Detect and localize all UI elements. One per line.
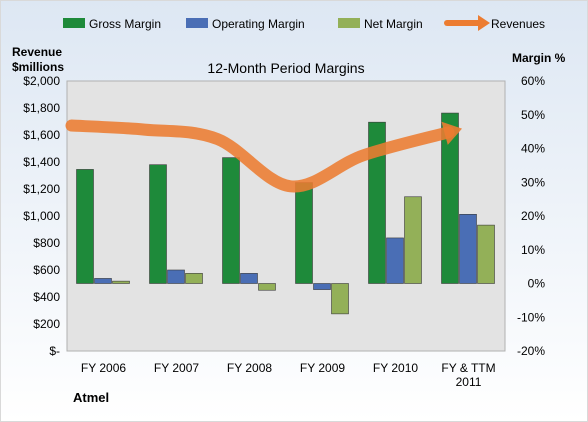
revenue-series — [65, 119, 463, 193]
category-label: FY & TTM — [441, 361, 495, 375]
plot-area — [66, 80, 506, 352]
net-margin-bar — [477, 224, 495, 284]
chart-title: 12-Month Period Margins — [207, 60, 364, 76]
operating-margin-bar — [167, 269, 185, 284]
company-name: Atmel — [73, 390, 109, 405]
left-tick-label: $1,200 — [23, 182, 60, 196]
legend-arrow-revenues — [478, 15, 490, 31]
left-tick-label: $800 — [33, 236, 60, 250]
left-axis-title-line1: Revenue — [12, 45, 62, 59]
right-axis-title: Margin % — [512, 51, 566, 65]
right-tick-label: -20% — [517, 344, 545, 358]
gross-margin-bar — [222, 157, 240, 284]
operating-margin-bar — [94, 278, 112, 284]
left-tick-label: $1,000 — [23, 209, 60, 223]
gross-margin-bar — [295, 182, 313, 284]
bar-series — [76, 112, 495, 315]
net-margin-bar — [404, 196, 422, 284]
left-tick-label: $2,000 — [23, 74, 60, 88]
right-tick-label: 50% — [521, 108, 545, 122]
left-axis-title-line2: $millions — [12, 60, 64, 74]
gross-margin-bar — [149, 164, 167, 284]
right-tick-label: 30% — [521, 175, 545, 189]
net-margin-bar — [258, 283, 276, 291]
category-labels: FY 2006 FY 2007 FY 2008 FY 2009 FY 2010 FY & … — [81, 361, 496, 389]
legend-label-operating-margin: Operating Margin — [212, 17, 305, 31]
legend-swatch-operating-margin — [186, 18, 208, 28]
revenue-arrowhead — [441, 121, 463, 145]
category-label: FY 2008 — [227, 361, 272, 375]
category-label: FY 2010 — [373, 361, 418, 375]
legend: Gross Margin Operating Margin Net Margin… — [63, 15, 545, 31]
category-label: FY 2006 — [81, 361, 126, 375]
right-axis-ticks: 60% 50% 40% 30% 20% 10% 0% -10% -20% — [517, 74, 545, 358]
left-tick-label: $- — [49, 344, 60, 358]
legend-swatch-net-margin — [338, 18, 360, 28]
left-tick-label: $1,400 — [23, 155, 60, 169]
left-tick-label: $1,800 — [23, 101, 60, 115]
right-tick-label: 40% — [521, 142, 545, 156]
category-label: FY 2009 — [300, 361, 345, 375]
revenue-line — [65, 119, 455, 193]
left-tick-label: $600 — [33, 263, 60, 277]
legend-label-revenues: Revenues — [491, 17, 545, 31]
right-tick-label: 20% — [521, 209, 545, 223]
gross-margin-bar — [441, 112, 459, 284]
right-tick-label: -10% — [517, 310, 545, 324]
operating-margin-bar — [386, 237, 404, 284]
legend-swatch-gross-margin — [63, 18, 85, 28]
operating-margin-bar — [313, 283, 331, 290]
left-tick-label: $1,600 — [23, 128, 60, 142]
gross-margin-bar — [368, 121, 386, 284]
net-margin-bar — [112, 280, 130, 284]
net-margin-bar — [331, 283, 349, 315]
right-tick-label: 10% — [521, 243, 545, 257]
right-tick-label: 60% — [521, 74, 545, 88]
left-axis-ticks: $2,000 $1,800 $1,600 $1,400 $1,200 $1,000 $800… — [23, 74, 60, 358]
category-label: FY 2007 — [154, 361, 199, 375]
category-label: 2011 — [456, 375, 482, 389]
operating-margin-bar — [459, 214, 477, 284]
gross-margin-bar — [76, 169, 94, 284]
operating-margin-bar — [240, 273, 258, 284]
legend-label-gross-margin: Gross Margin — [89, 17, 161, 31]
right-tick-label: 0% — [528, 277, 546, 291]
net-margin-bar — [185, 273, 203, 284]
left-tick-label: $400 — [33, 290, 60, 304]
left-tick-label: $200 — [33, 317, 60, 331]
legend-label-net-margin: Net Margin — [364, 17, 423, 31]
